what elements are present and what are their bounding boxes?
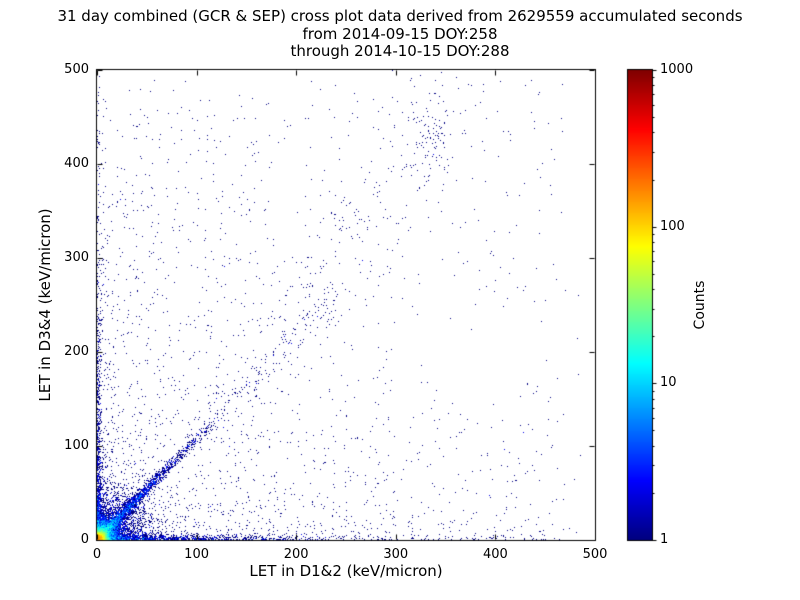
y-tick-label: 500	[64, 62, 89, 77]
x-tick-label: 300	[383, 547, 409, 562]
colorbar-label: Counts	[692, 280, 708, 330]
y-tick-label: 300	[64, 250, 89, 265]
y-axis-label: LET in D3&4 (keV/micron)	[36, 208, 54, 402]
colorbar-tick-label: 10	[660, 375, 677, 391]
x-tick-label: 0	[92, 547, 102, 562]
x-tick-label: 100	[184, 547, 209, 562]
x-tick-label: 400	[482, 547, 508, 562]
x-tick-label: 500	[582, 547, 608, 562]
y-tick-label: 200	[64, 344, 89, 359]
x-axis-label: LET in D1&2 (keV/micron)	[249, 562, 443, 580]
colorbar-tick-label: 1000	[660, 62, 694, 77]
y-tick-label: 400	[64, 156, 89, 171]
colorbar-tick-label: 1	[660, 532, 669, 547]
x-tick-label: 200	[283, 547, 309, 562]
y-tick-label: 100	[64, 438, 89, 453]
y-tick-label: 0	[80, 532, 89, 547]
colorbar-tick-label: 100	[660, 218, 685, 234]
